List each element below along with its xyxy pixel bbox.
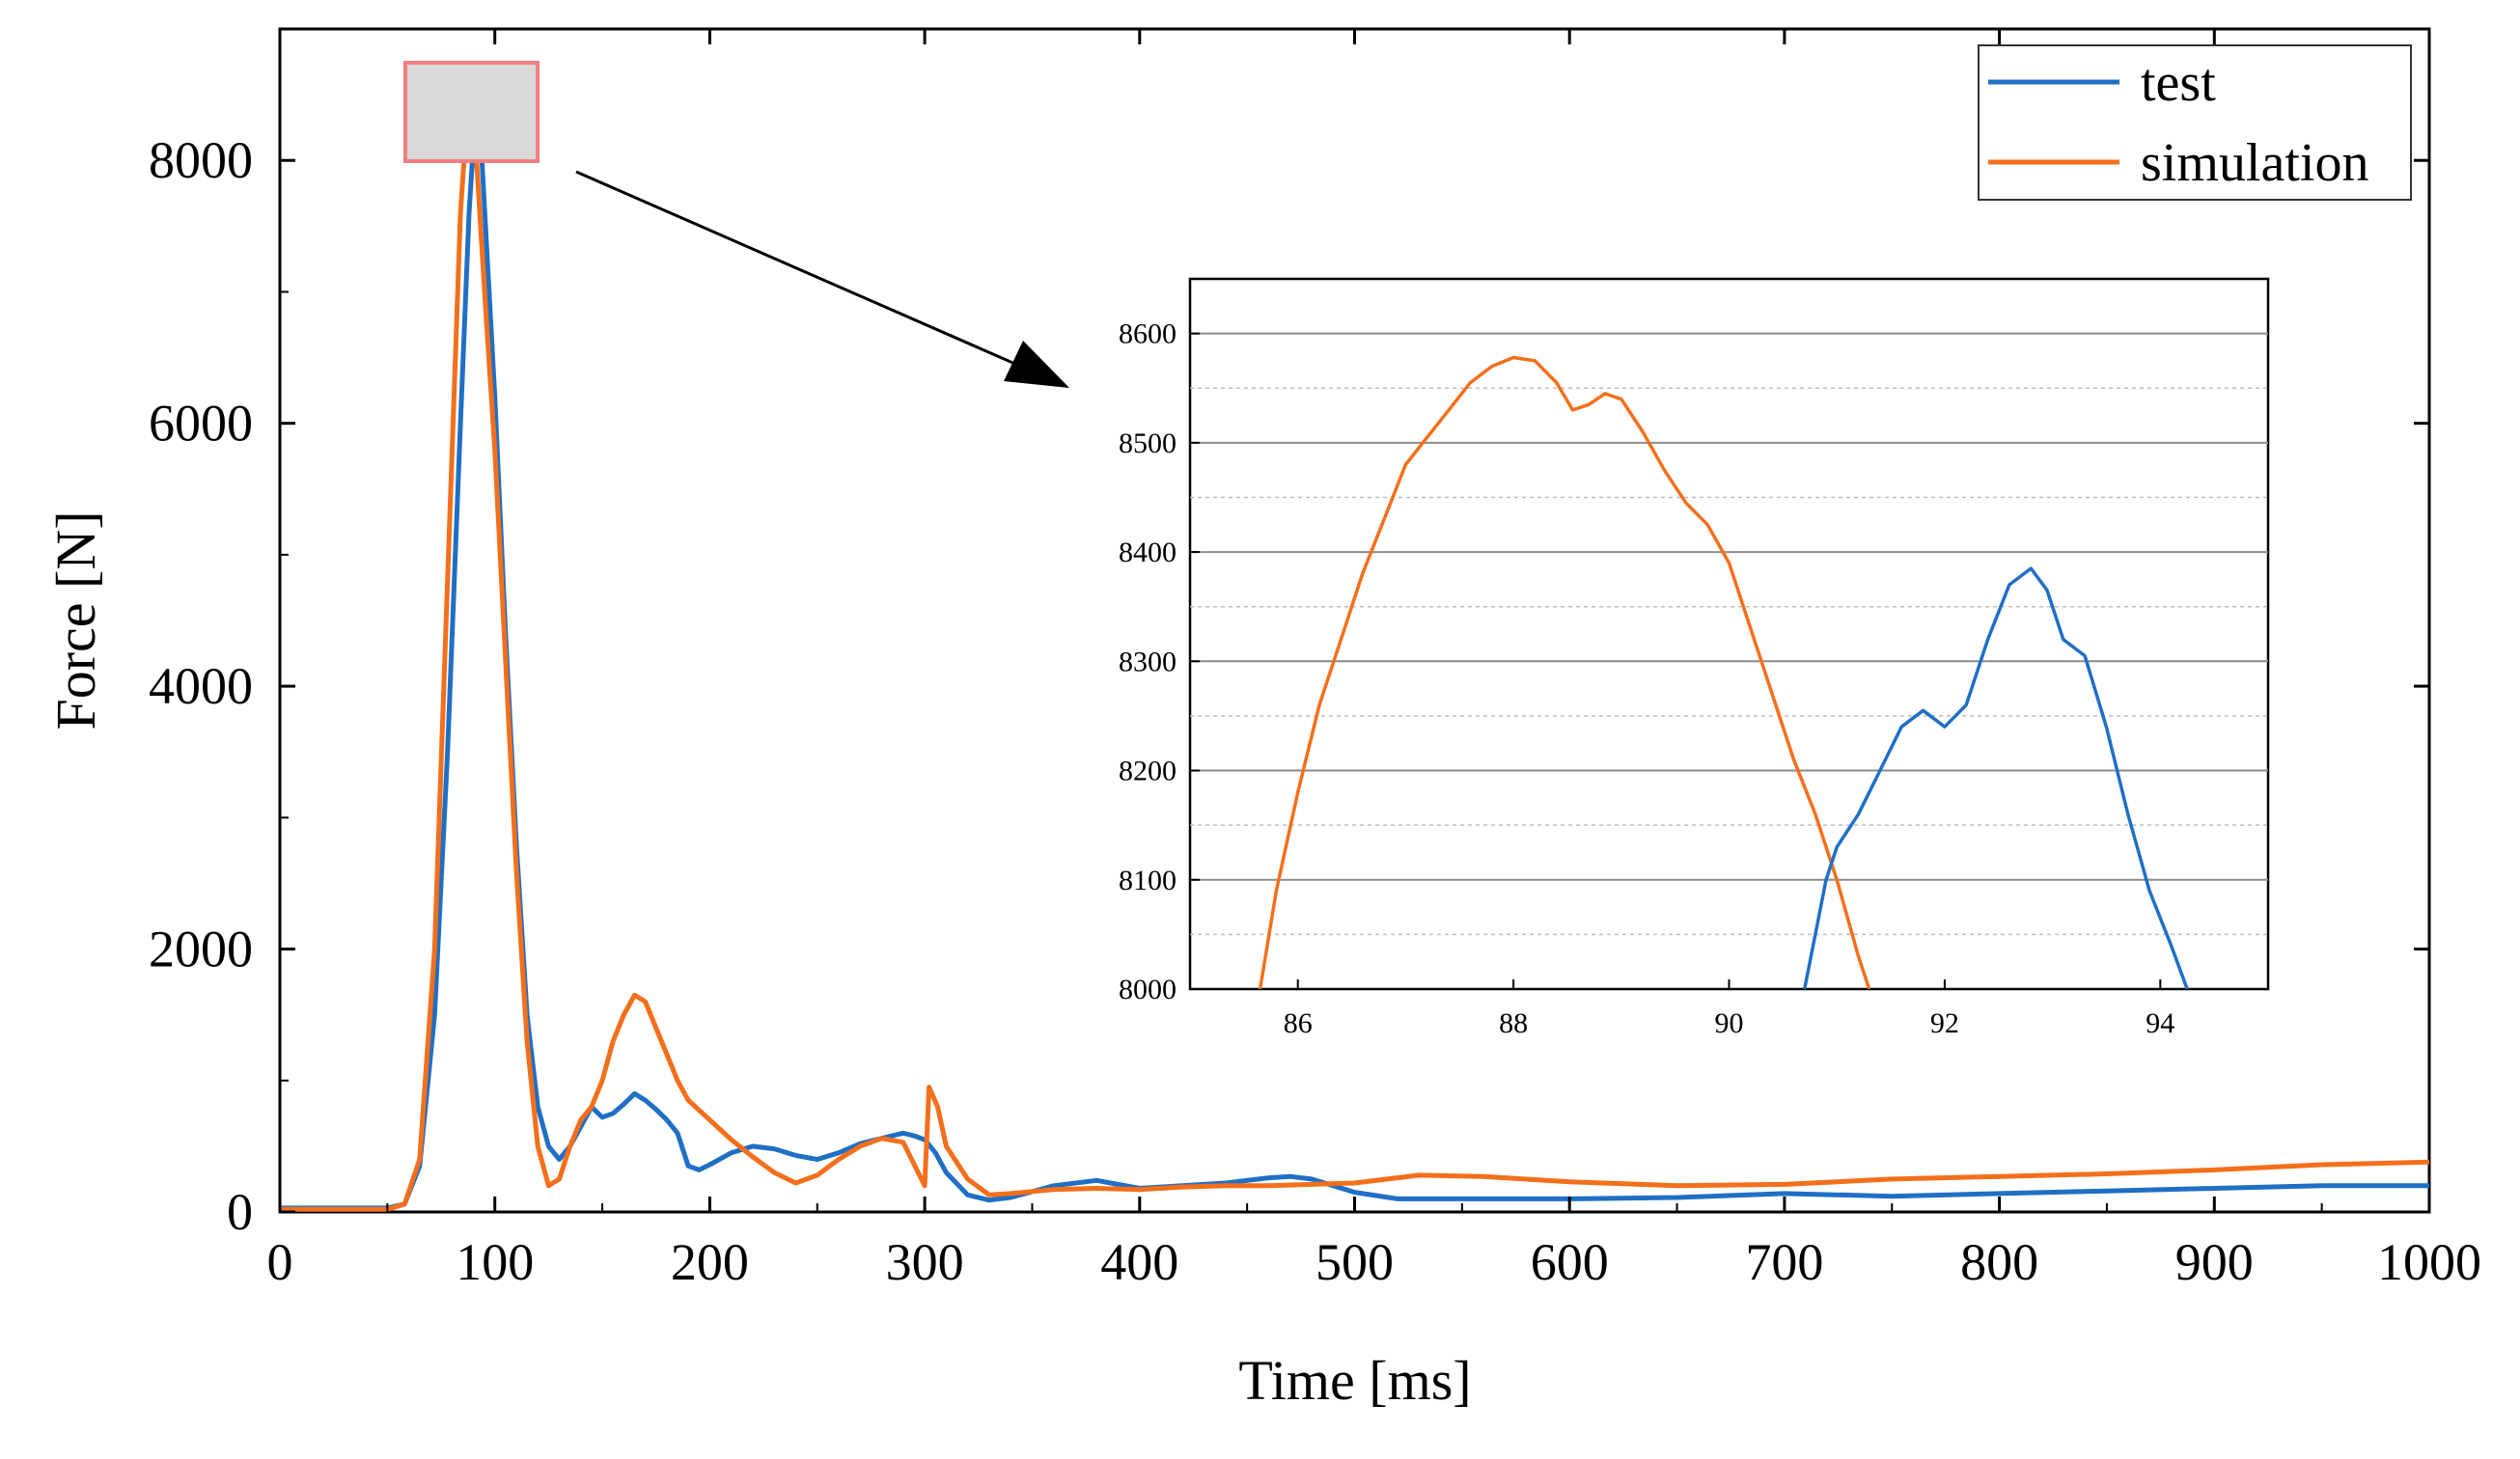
inset-y-tick-label-8600: 8600 bbox=[1119, 318, 1177, 350]
inset-y-tick-label-8200: 8200 bbox=[1119, 756, 1177, 787]
inset-x-tick-label-86: 86 bbox=[1284, 1007, 1313, 1039]
x-tick-label-1000: 1000 bbox=[2377, 1233, 2481, 1291]
zoom-highlight-box bbox=[403, 61, 540, 163]
y-tick-label-2000: 2000 bbox=[149, 921, 253, 978]
legend-box bbox=[1978, 44, 2412, 201]
x-tick-label-100: 100 bbox=[456, 1233, 534, 1291]
series-line-simulation bbox=[280, 83, 2429, 1212]
inset-series-line-simulation bbox=[1258, 355, 1871, 989]
y-tick-label-0: 0 bbox=[227, 1183, 253, 1241]
inset-x-tick-label-88: 88 bbox=[1499, 1007, 1528, 1039]
x-tick-label-200: 200 bbox=[671, 1233, 749, 1291]
x-tick-label-400: 400 bbox=[1100, 1233, 1178, 1291]
x-tick-label-0: 0 bbox=[267, 1233, 293, 1291]
inset-series-layer bbox=[1258, 355, 2189, 989]
inset-y-tick-label-8500: 8500 bbox=[1119, 427, 1177, 459]
inset-y-tick-label-8300: 8300 bbox=[1119, 646, 1177, 677]
y-tick-label-6000: 6000 bbox=[149, 395, 253, 453]
inset-x-tick-label-94: 94 bbox=[2146, 1007, 2174, 1039]
legend-label-simulation: simulation bbox=[2141, 133, 2368, 193]
x-tick-label-800: 800 bbox=[1960, 1233, 2038, 1291]
zoom-arrow-line bbox=[575, 170, 1034, 373]
x-tick-label-300: 300 bbox=[886, 1233, 964, 1291]
main-series-layer bbox=[280, 83, 2429, 1212]
x-tick-label-700: 700 bbox=[1745, 1233, 1823, 1291]
x-tick-label-500: 500 bbox=[1315, 1233, 1394, 1291]
inset-x-tick-label-92: 92 bbox=[1930, 1007, 1959, 1039]
inset-axis-ticks: 86 88 90 92 94 8000 8100 8200 8300 8400 8500 8600 bbox=[1119, 318, 2174, 1039]
zoom-arrow-head bbox=[1004, 341, 1069, 388]
legend: test simulation bbox=[1978, 44, 2412, 201]
inset-gridlines bbox=[1190, 332, 2268, 936]
y-tick-label-4000: 4000 bbox=[149, 657, 253, 715]
y-axis-label: Force [N] bbox=[44, 510, 107, 730]
x-tick-label-900: 900 bbox=[2175, 1233, 2254, 1291]
inset-y-tick-label-8400: 8400 bbox=[1119, 537, 1177, 568]
inset-y-tick-label-8000: 8000 bbox=[1119, 974, 1177, 1005]
inset-y-tick-label-8100: 8100 bbox=[1119, 865, 1177, 896]
main-axis-ticks: 0 100 200 300 400 500 600 700 800 900 1000 0 2000 400… bbox=[149, 29, 2481, 1291]
y-tick-label-8000: 8000 bbox=[149, 131, 253, 189]
x-axis-label: Time [ms] bbox=[1238, 1349, 1471, 1412]
legend-label-test: test bbox=[2141, 53, 2216, 113]
series-line-test bbox=[280, 108, 2429, 1211]
inset-plot-frame bbox=[1188, 277, 2270, 991]
inset-x-tick-label-90: 90 bbox=[1715, 1007, 1744, 1039]
x-tick-label-600: 600 bbox=[1531, 1233, 1609, 1291]
inset-series-line-test bbox=[1802, 566, 2189, 989]
